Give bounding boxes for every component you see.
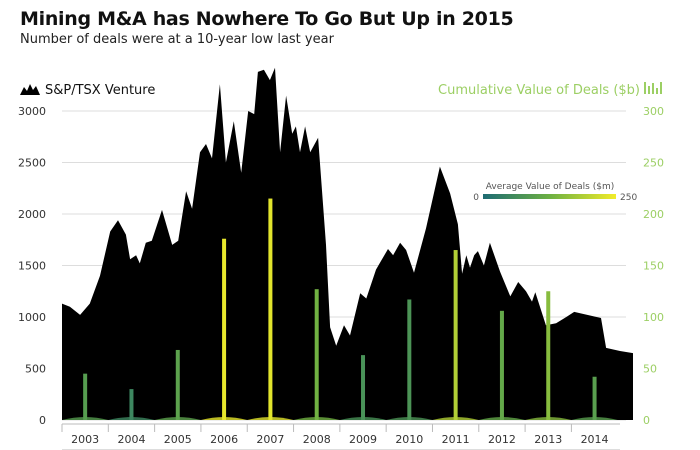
x-tick-label: 2008 [303,433,331,446]
x-tick-label: 2012 [488,433,516,446]
mountain-icon [20,84,40,95]
color-scale-min: 0 [473,193,479,203]
bar-chart-icon [644,82,662,94]
bar [83,373,88,420]
color-scale-legend: Average Value of Deals ($m) 0 250 [473,182,637,203]
left-legend-label: S&P/TSX Venture [45,83,155,98]
bar [407,299,412,420]
chart-title: Mining M&A has Nowhere To Go But Up in 2… [20,8,514,30]
color-scale-bar [483,194,616,199]
left-tick-label: 500 [25,363,46,376]
x-tick-label: 2007 [256,433,284,446]
bar [175,349,180,420]
bar [546,291,551,420]
x-tick-label: 2003 [71,433,99,446]
x-tick-label: 2014 [581,433,609,446]
bar [453,250,458,420]
x-tick-label: 2009 [349,433,377,446]
right-tick-label: 200 [643,208,664,221]
x-tick-label: 2010 [395,433,423,446]
left-tick-label: 1500 [18,260,46,273]
color-scale-title: Average Value of Deals ($m) [486,182,614,192]
x-tick-label: 2011 [442,433,470,446]
bar [222,238,227,420]
right-tick-label: 250 [643,157,664,170]
left-tick-label: 3000 [18,105,46,118]
left-legend: S&P/TSX Venture [20,83,155,98]
x-tick-label: 2006 [210,433,238,446]
right-tick-label: 50 [643,363,657,376]
chart-subtitle: Number of deals were at a 10-year low la… [20,32,334,47]
left-tick-label: 1000 [18,311,46,324]
left-tick-label: 0 [39,414,46,427]
left-tick-label: 2000 [18,208,46,221]
x-tick-label: 2005 [164,433,192,446]
left-tick-label: 2500 [18,157,46,170]
x-tick-label: 2013 [534,433,562,446]
color-scale-max: 250 [620,193,637,203]
bar [592,376,597,420]
right-legend: Cumulative Value of Deals ($b) [438,82,662,98]
bar [268,198,273,420]
bar [314,289,319,420]
bar [499,310,504,420]
right-tick-label: 300 [643,105,664,118]
right-tick-label: 0 [643,414,650,427]
right-tick-label: 150 [643,260,664,273]
index-area [62,67,633,420]
right-legend-label: Cumulative Value of Deals ($b) [438,83,640,98]
x-tick-label: 2004 [117,433,145,446]
bar [129,389,134,420]
right-tick-label: 100 [643,311,664,324]
bar [361,355,366,420]
